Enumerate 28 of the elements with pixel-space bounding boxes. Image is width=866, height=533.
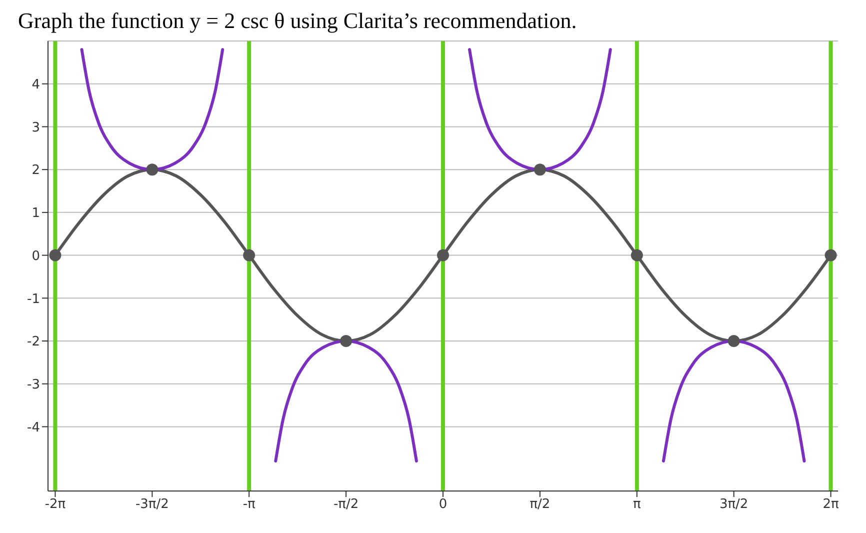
x-tick-label: -π	[242, 497, 256, 512]
point	[824, 249, 837, 262]
point	[630, 249, 643, 262]
x-tick-label: 0	[438, 497, 448, 512]
chart-title: Graph the function y = 2 csc θ using Clarita’s recommendation.	[18, 8, 578, 35]
y-tick-label: -4	[27, 420, 40, 436]
point	[146, 164, 158, 176]
point	[534, 164, 546, 176]
x-tick-label: -2π	[44, 497, 66, 512]
x-tick-label: π/2	[530, 497, 550, 512]
x-tick-label: -3π/2	[135, 497, 169, 512]
x-tick-label: π	[633, 497, 642, 512]
point	[243, 249, 256, 262]
y-tick-label: 0	[32, 248, 40, 264]
y-tick-label: -3	[27, 377, 40, 392]
point	[437, 249, 449, 262]
y-tick-label: 1	[32, 206, 40, 222]
y-tick-label: 2	[32, 163, 40, 178]
y-tick-label: 4	[32, 77, 40, 92]
y-tick-label: -2	[27, 334, 40, 350]
y-tick-label: -1	[27, 292, 40, 307]
x-tick-label: 3π/2	[719, 497, 748, 512]
point	[49, 249, 62, 262]
x-tick-label: 2π	[822, 497, 839, 512]
y-tick-label: 3	[32, 120, 40, 136]
x-tick-label: -π/2	[333, 497, 359, 512]
point	[340, 335, 352, 347]
point	[728, 335, 740, 347]
